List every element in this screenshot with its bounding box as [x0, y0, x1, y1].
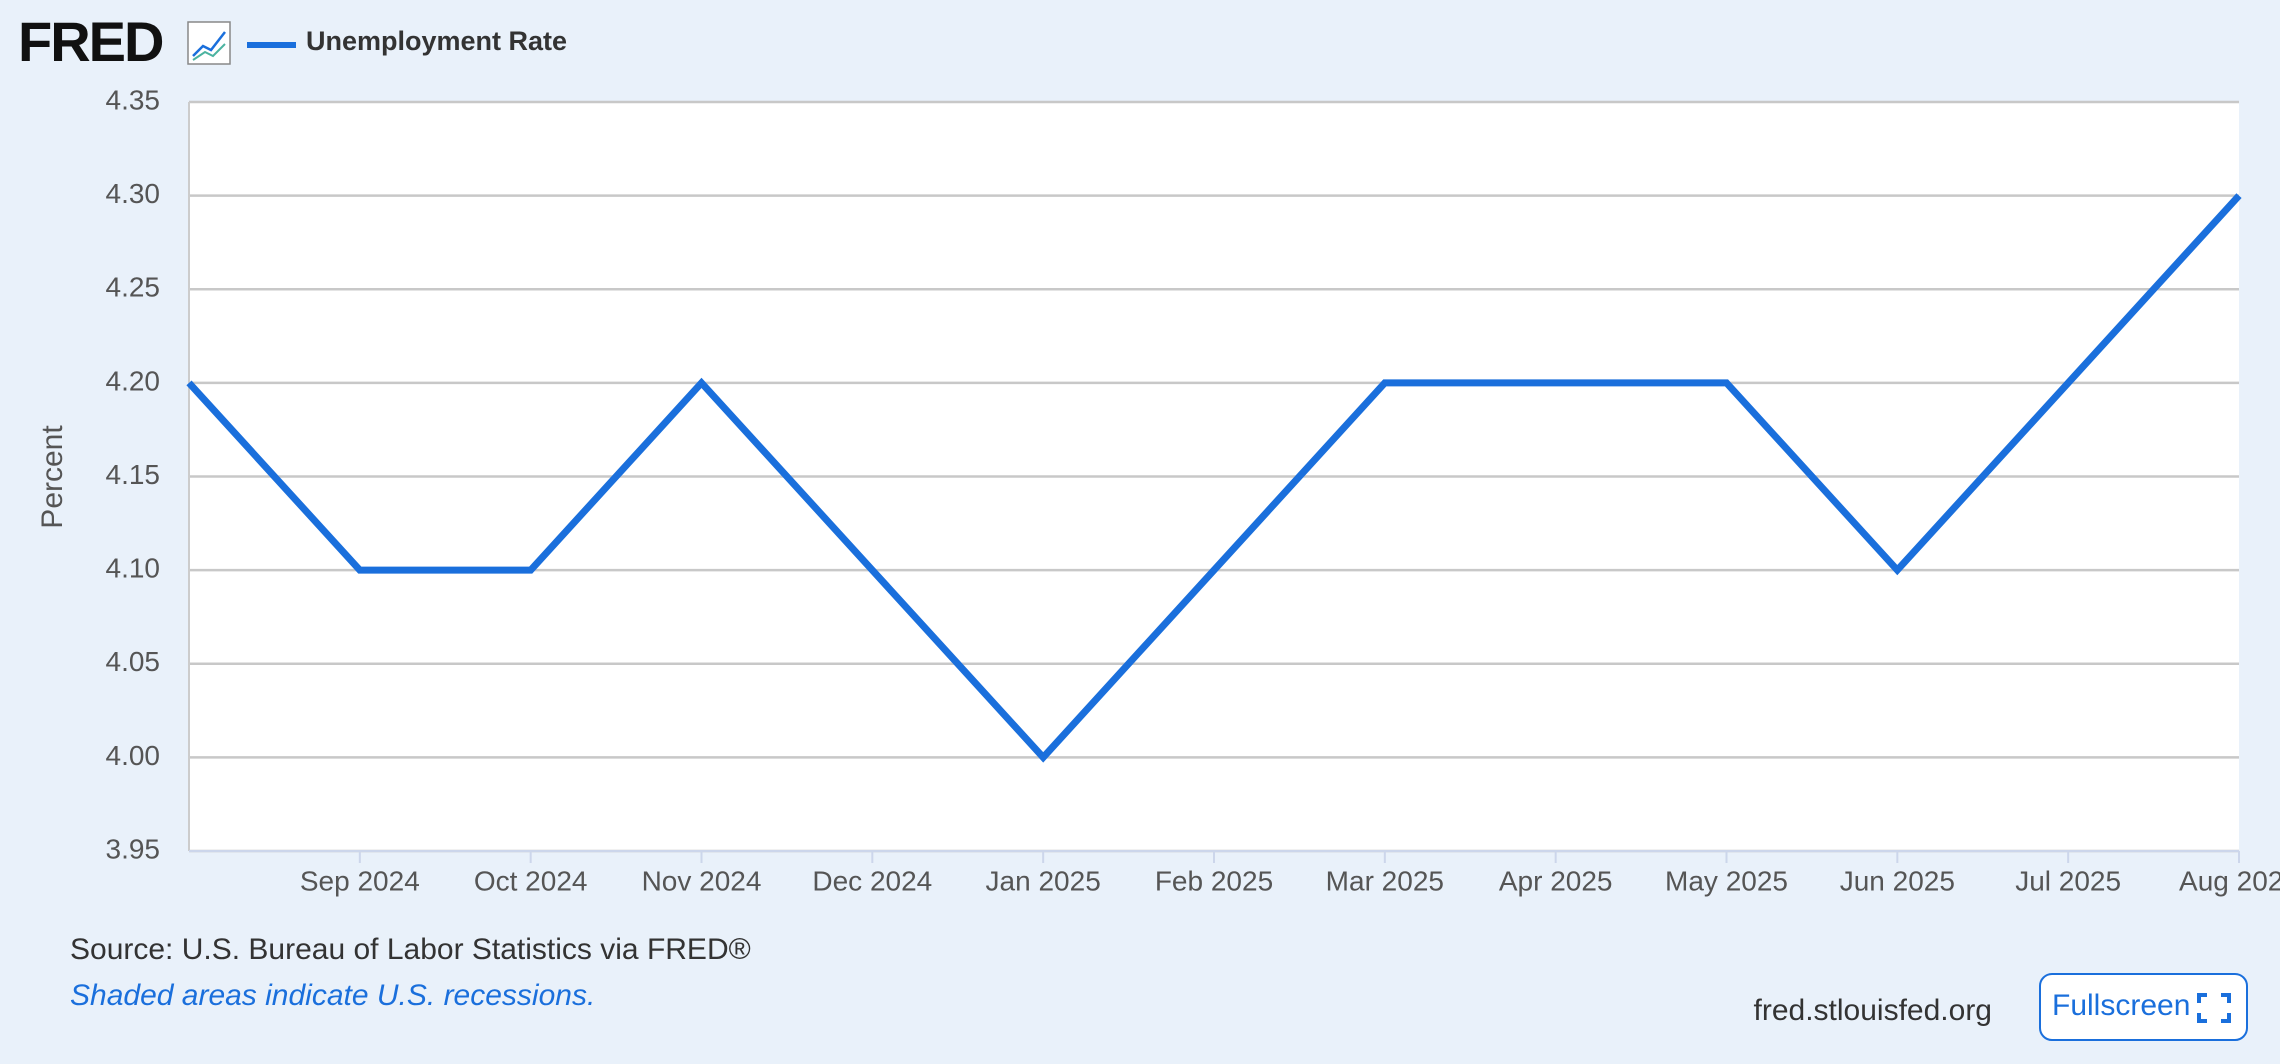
y-tick-label: 4.05 [106, 646, 161, 677]
y-tick-label: 4.15 [106, 459, 161, 490]
y-tick-label: 3.95 [106, 833, 161, 864]
fullscreen-button[interactable]: Fullscreen [2039, 973, 2248, 1041]
x-tick-label: Jan 2025 [986, 865, 1101, 896]
series-line [186, 193, 2242, 763]
x-tick-label: Dec 2024 [812, 865, 932, 896]
y-tick-label: 4.30 [106, 178, 161, 209]
x-tick-label: Apr 2025 [1499, 865, 1613, 896]
legend-label: Unemployment Rate [306, 26, 567, 56]
logo-icon [187, 21, 231, 65]
recession-note[interactable]: Shaded areas indicate U.S. recessions. [70, 979, 595, 1012]
x-tick-label: Sep 2024 [300, 865, 420, 896]
y-tick-label: 4.10 [106, 553, 161, 584]
x-tick-label: Mar 2025 [1326, 865, 1444, 896]
y-tick-label: 4.25 [106, 272, 161, 303]
button-label[interactable]: Fullscreen [2052, 989, 2190, 1022]
x-tick-label: Nov 2024 [642, 865, 762, 896]
y-tick-label: 4.35 [106, 84, 161, 115]
logo: FRED [18, 10, 163, 73]
x-tick-label: Feb 2025 [1155, 865, 1273, 896]
y-tick-label: 4.20 [106, 365, 161, 396]
x-tick-label: Oct 2024 [474, 865, 588, 896]
site-link[interactable]: fred.stlouisfed.org [1754, 994, 1992, 1027]
y-tick-label: 4.00 [106, 740, 161, 771]
x-tick-label: Jun 2025 [1840, 865, 1955, 896]
source: Source: U.S. Bureau of Labor Statistics … [70, 933, 751, 966]
x-tick-label: Aug 2025 [2179, 865, 2280, 896]
x-tick-label: Jul 2025 [2015, 865, 2121, 896]
x-tick-label: May 2025 [1665, 865, 1788, 896]
y-axis-label: Percent [36, 425, 69, 529]
